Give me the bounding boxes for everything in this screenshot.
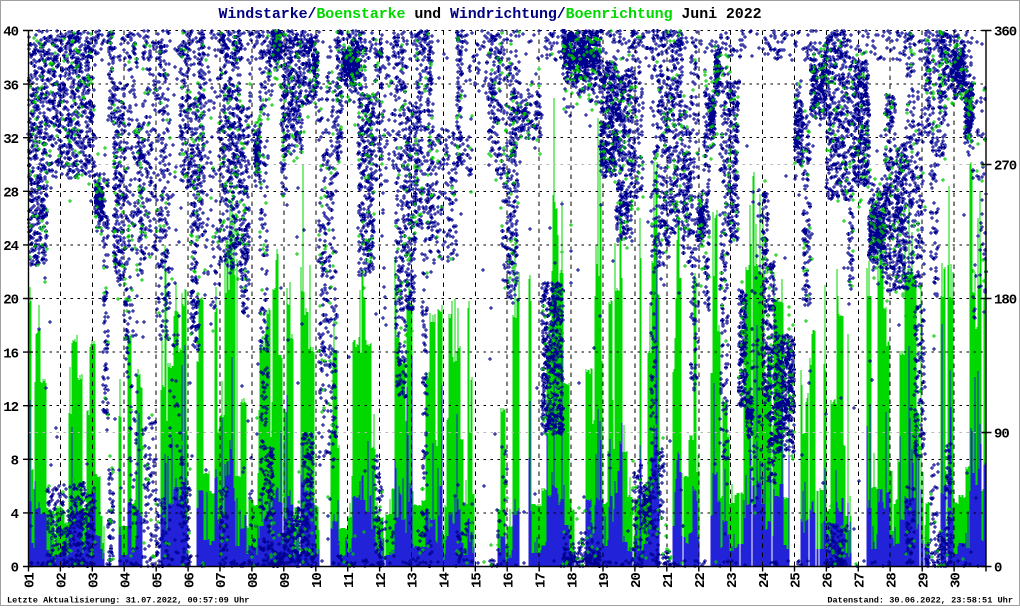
svg-text:28: 28 [3,186,18,202]
svg-text:0: 0 [994,561,1002,577]
svg-text:4: 4 [11,507,19,523]
svg-text:13: 13 [406,573,422,588]
svg-text:8: 8 [11,454,19,470]
svg-text:23: 23 [725,573,741,588]
svg-text:21: 21 [661,573,677,588]
svg-text:05: 05 [150,573,166,588]
svg-text:18: 18 [565,573,581,588]
svg-text:08: 08 [246,573,262,588]
svg-text:07: 07 [214,573,230,588]
svg-text:02: 02 [55,573,71,588]
svg-text:10: 10 [310,573,326,588]
svg-text:22: 22 [693,573,709,588]
svg-text:Datenstand: 30.06.2022, 23:58:: Datenstand: 30.06.2022, 23:58:51 Uhr [827,596,1013,606]
svg-text:28: 28 [885,573,901,588]
svg-text:16: 16 [3,346,18,362]
svg-text:180: 180 [994,293,1017,309]
svg-text:27: 27 [853,573,869,588]
svg-text:32: 32 [3,132,18,148]
svg-text:90: 90 [994,427,1009,443]
svg-text:0: 0 [11,561,19,577]
svg-text:24: 24 [757,573,773,588]
svg-text:26: 26 [821,573,837,588]
svg-text:25: 25 [789,573,805,588]
svg-text:360: 360 [994,25,1017,41]
svg-text:36: 36 [3,78,18,94]
svg-text:20: 20 [629,573,645,588]
svg-text:270: 270 [994,159,1017,175]
svg-text:19: 19 [597,573,613,588]
svg-text:01: 01 [23,573,39,588]
svg-text:24: 24 [3,239,18,255]
svg-text:12: 12 [374,573,390,588]
svg-text:40: 40 [3,25,18,41]
svg-text:Letzte Aktualisierung: 31.07.2: Letzte Aktualisierung: 31.07.2022, 00:57… [7,596,249,606]
svg-text:06: 06 [182,573,198,588]
svg-text:16: 16 [502,573,518,588]
svg-text:09: 09 [278,573,294,588]
svg-text:Windstarke/Boenstarke und Wind: Windstarke/Boenstarke und Windrichtung/B… [218,6,761,23]
svg-text:15: 15 [470,573,486,588]
svg-text:20: 20 [3,293,18,309]
svg-text:03: 03 [87,573,103,588]
svg-text:14: 14 [438,573,454,588]
svg-text:17: 17 [533,573,549,588]
svg-text:11: 11 [342,573,358,588]
svg-text:30: 30 [948,573,964,588]
svg-text:12: 12 [3,400,18,416]
svg-text:04: 04 [118,573,134,588]
svg-text:29: 29 [916,573,932,588]
